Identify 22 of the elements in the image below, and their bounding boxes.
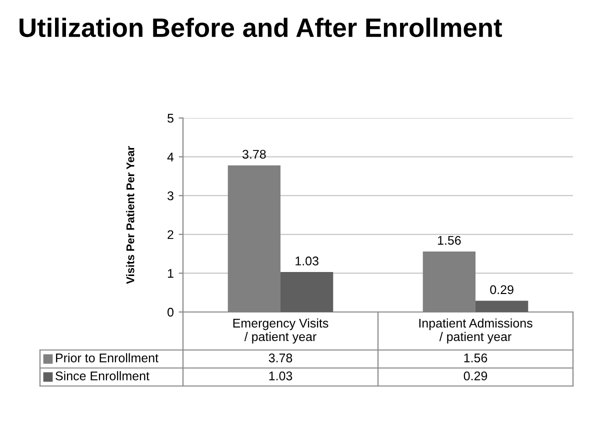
y-tick-label: 4 bbox=[167, 152, 174, 162]
data-label: 1.03 bbox=[269, 372, 292, 380]
annotation: 1.56 bbox=[438, 236, 461, 245]
data-label: 3.78 bbox=[268, 354, 292, 362]
y-axis-title: Visits Per Patient Per Year bbox=[126, 146, 134, 284]
y-tick-label: 1 bbox=[168, 269, 174, 278]
y-tick-label: 0 bbox=[168, 308, 174, 317]
bar bbox=[476, 300, 528, 312]
legend-label: Prior to Enrollment bbox=[56, 353, 158, 362]
y-tick-label: 5 bbox=[168, 114, 174, 123]
y-tick-label: 3 bbox=[168, 191, 174, 200]
x-tick-label: Emergency Visits / patient year bbox=[233, 318, 328, 344]
data-label: 0.29 bbox=[464, 372, 488, 380]
annotation: 1.03 bbox=[296, 256, 318, 266]
x-tick-label: Inpatient Admissions / patient year bbox=[419, 318, 532, 344]
annotation: 0.29 bbox=[490, 285, 514, 294]
data-label: 1.56 bbox=[464, 354, 488, 362]
annotation: 3.78 bbox=[242, 150, 266, 159]
chart-title: Utilization Before and After Enrollment bbox=[20, 18, 502, 38]
bar bbox=[280, 272, 334, 312]
y-tick-label: 2 bbox=[168, 230, 174, 239]
legend-label: Since Enrollment bbox=[56, 371, 150, 380]
